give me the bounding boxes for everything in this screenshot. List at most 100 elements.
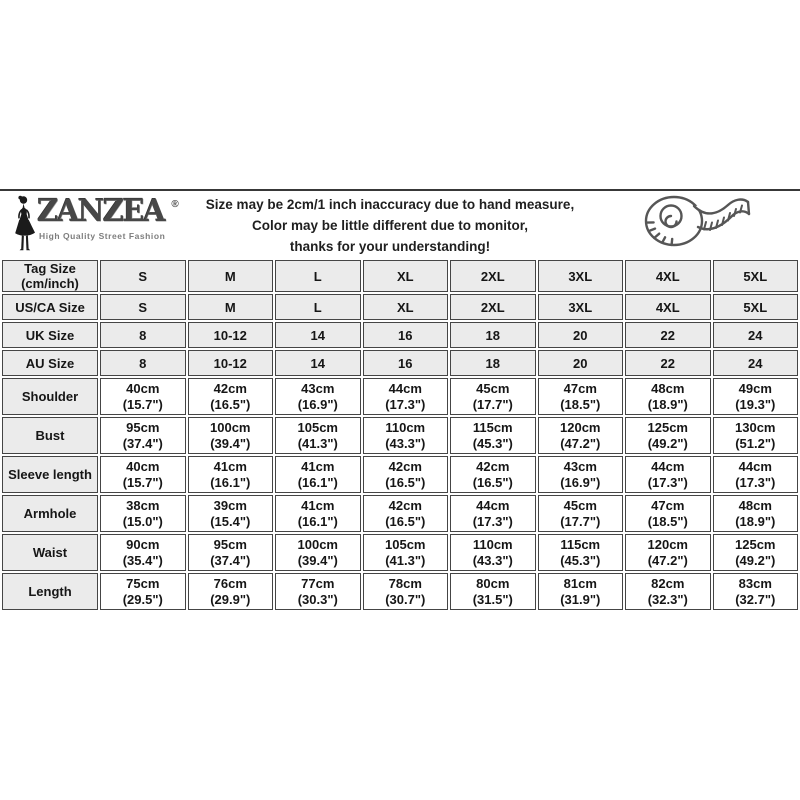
measure-value-cell: 45cm (17.7"): [450, 378, 536, 415]
table-row: Waist 90cm (35.4") 95cm (37.4") 100cm (39.4") 1…: [2, 534, 798, 571]
row-label: UK Size: [2, 322, 98, 348]
measure-value-cell: 115cm (45.3"): [450, 417, 536, 454]
disclaimer-line-2: Color may be little different due to mon…: [251, 218, 529, 233]
measure-value-cell: 100cm (39.4"): [187, 417, 273, 454]
measure-value-cell: 75cm (29.5"): [100, 573, 186, 610]
measure-value-cell: 105cm (41.3"): [362, 534, 448, 571]
brand-tagline: High Quality Street Fashion: [39, 231, 166, 241]
measure-value-cell: 44cm (17.3"): [625, 456, 711, 493]
row-label: AU Size: [2, 350, 98, 376]
table-row: Shoulder 40cm (15.7") 42cm (16.5") 43cm (16.9"…: [2, 378, 798, 415]
size-table: Tag Size (cm/inch) S M L XL 2XL 3XL 4XL 5XL US/CA …: [0, 258, 800, 612]
size-value-cell: 22: [625, 322, 711, 348]
measure-value-cell: 45cm (17.7"): [537, 495, 623, 532]
measure-value-cell: 115cm (45.3"): [537, 534, 623, 571]
disclaimer-line-1: Size may be 2cm/1 inch inaccuracy due to…: [205, 197, 575, 212]
measure-value-cell: 80cm (31.5"): [450, 573, 536, 610]
measure-value-cell: 41cm (16.1"): [275, 495, 361, 532]
measure-value-cell: 78cm (30.7"): [362, 573, 448, 610]
measure-value-cell: 40cm (15.7"): [100, 456, 186, 493]
row-label: US/CA Size: [2, 294, 98, 320]
measure-value-cell: 44cm (17.3"): [450, 495, 536, 532]
measure-value-cell: 95cm (37.4"): [187, 534, 273, 571]
measure-value-cell: 120cm (47.2"): [537, 417, 623, 454]
column-header-xl: XL: [362, 260, 448, 292]
measure-value-cell: 47cm (18.5"): [625, 495, 711, 532]
corner-header-cell: Tag Size (cm/inch): [2, 260, 98, 292]
size-value-cell: 8: [100, 322, 186, 348]
disclaimer-line-3: thanks for your understanding!: [289, 239, 491, 254]
size-value-cell: 10-12: [187, 322, 273, 348]
measure-value-cell: 125cm (49.2"): [625, 417, 711, 454]
table-row: Sleeve length 40cm (15.7") 41cm (16.1") 41cm(…: [2, 456, 798, 493]
measure-value-cell: 82cm (32.3"): [625, 573, 711, 610]
measure-value-cell: 48cm (18.9"): [625, 378, 711, 415]
measure-value-cell: 83cm (32.7"): [712, 573, 798, 610]
measure-value-cell: 120cm (47.2"): [625, 534, 711, 571]
column-header-4xl: 4XL: [625, 260, 711, 292]
measure-value-cell: 81cm (31.9"): [537, 573, 623, 610]
table-row: UK Size 8 10-12 14 16 18 20 22 24: [2, 322, 798, 348]
measure-value-cell: 43cm (16.9"): [275, 378, 361, 415]
row-label: Sleeve length: [2, 456, 98, 493]
measure-value-cell: 49cm (19.3"): [712, 378, 798, 415]
size-value-cell: 20: [537, 322, 623, 348]
measure-value-cell: 44cm (17.3"): [712, 456, 798, 493]
size-value-cell: 16: [362, 322, 448, 348]
row-label: Armhole: [2, 495, 98, 532]
size-value-cell: 10-12: [187, 350, 273, 376]
measure-value-cell: 39cm (15.4"): [187, 495, 273, 532]
size-value-cell: M: [187, 294, 273, 320]
table-row: Tag Size (cm/inch) S M L XL 2XL 3XL 4XL 5XL: [2, 260, 798, 292]
column-header-5xl: 5XL: [712, 260, 798, 292]
size-value-cell: 8: [100, 350, 186, 376]
table-row: Bust 95cm (37.4") 100cm (39.4") 105cm (41.3") 1…: [2, 417, 798, 454]
size-value-cell: XL: [362, 294, 448, 320]
measure-value-cell: 95cm (37.4"): [100, 417, 186, 454]
size-value-cell: 2XL: [450, 294, 536, 320]
size-value-cell: 18: [450, 350, 536, 376]
header-divider: [0, 189, 800, 191]
brand-name: ZANZEA: [37, 193, 166, 229]
size-value-cell: S: [100, 294, 186, 320]
measure-value-cell: 43cm (16.9"): [537, 456, 623, 493]
measure-value-cell: 42cm (16.5"): [362, 456, 448, 493]
measure-value-cell: 76cm (29.9"): [187, 573, 273, 610]
measure-value-cell: 41cm (16.1"): [275, 456, 361, 493]
size-value-cell: 14: [275, 350, 361, 376]
measure-value-cell: 90cm (35.4"): [100, 534, 186, 571]
size-value-cell: 16: [362, 350, 448, 376]
size-value-cell: 20: [537, 350, 623, 376]
size-value-cell: L: [275, 294, 361, 320]
measure-value-cell: 47cm (18.5"): [537, 378, 623, 415]
measure-value-cell: 42cm (16.5"): [362, 495, 448, 532]
size-value-cell: 14: [275, 322, 361, 348]
measure-value-cell: 105cm (41.3"): [275, 417, 361, 454]
measure-value-cell: 110cm (43.3"): [450, 534, 536, 571]
row-label: Bust: [2, 417, 98, 454]
measure-value-cell: 42cm (16.5"): [450, 456, 536, 493]
brand-logo: ZANZEA ® High Quality Street Fashion: [12, 193, 179, 252]
column-header-3xl: 3XL: [537, 260, 623, 292]
row-label: Waist: [2, 534, 98, 571]
table-row: AU Size 8 10-12 14 16 18 20 22 24: [2, 350, 798, 376]
measure-value-cell: 130cm (51.2"): [712, 417, 798, 454]
measure-value-cell: 110cm (43.3"): [362, 417, 448, 454]
measure-value-cell: 38cm (15.0"): [100, 495, 186, 532]
column-header-m: M: [187, 260, 273, 292]
measuring-tape-icon: [644, 195, 751, 247]
row-label: Length: [2, 573, 98, 610]
measure-value-cell: 44cm (17.3"): [362, 378, 448, 415]
size-table-body: Tag Size (cm/inch) S M L XL 2XL 3XL 4XL 5XL US/CA …: [2, 260, 798, 610]
row-label: Shoulder: [2, 378, 98, 415]
disclaimer-text: Size may be 2cm/1 inch inaccuracy due to…: [175, 194, 605, 257]
table-row: Armhole 38cm (15.0") 39cm (15.4") 41cm (16.1")…: [2, 495, 798, 532]
measure-value-cell: 125cm (49.2"): [712, 534, 798, 571]
measure-value-cell: 41cm (16.1"): [187, 456, 273, 493]
table-row: US/CA Size S M L XL 2XL 3XL 4XL 5XL: [2, 294, 798, 320]
column-header-l: L: [275, 260, 361, 292]
registered-mark: ®: [171, 199, 179, 210]
size-value-cell: 18: [450, 322, 536, 348]
size-value-cell: 4XL: [625, 294, 711, 320]
